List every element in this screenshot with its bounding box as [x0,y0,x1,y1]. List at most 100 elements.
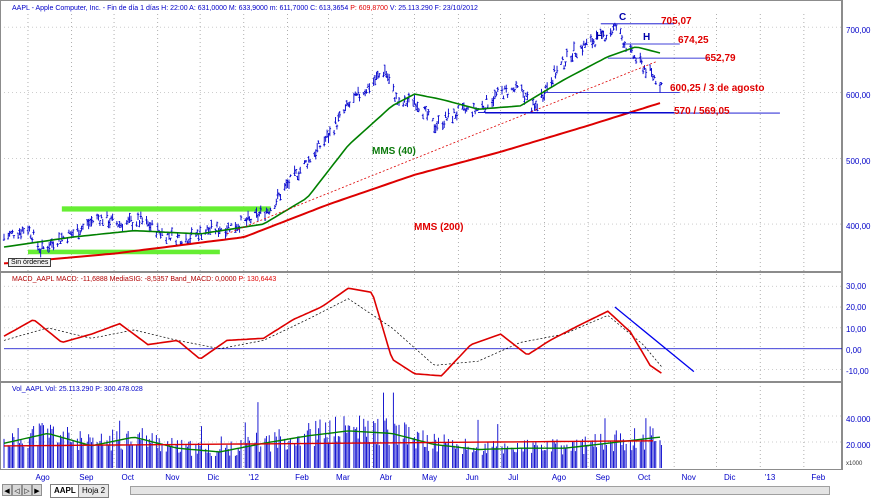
x-tick-label: Ago [551,473,567,482]
price-bar [208,226,212,235]
price-bar [325,129,329,138]
price-bar [304,160,308,163]
tab-aapl[interactable]: AAPL [50,484,80,498]
price-bar [452,108,456,114]
price-bar [289,174,292,178]
tab-hoja2[interactable]: Hoja 2 [78,484,110,498]
price-bar [354,91,357,96]
price-bar [490,97,494,108]
price-bar [159,231,162,239]
price-bar [317,140,320,144]
x-tick-label: Ago [35,473,50,482]
price-bar [128,212,131,223]
price-bar [451,115,454,124]
price-bar [465,107,468,112]
price-bar [534,100,538,111]
price-bar [217,228,220,237]
price-bar [444,111,447,118]
price-bar [581,45,584,56]
price-bar [110,215,113,220]
tab-scroll-left-end-button[interactable]: ◁ [12,484,22,496]
price-bar [256,213,260,222]
price-bar [653,75,656,79]
price-bar [197,234,200,242]
level-600-label: 600,25 / 3 de agosto [670,83,765,94]
mms40-label: MMS (40) [372,146,416,157]
no-orders-label[interactable]: Sin órdenes [8,258,52,267]
price-bar [118,221,121,229]
x-tick-label: Oct [121,473,134,482]
price-bar [117,224,120,228]
price-bar [334,117,337,125]
price-header-p: P: 609,8700 [350,5,388,12]
volume-header-values: Vol_AAPL Vol: 25.113.290 P: 300.478.028 [12,386,143,393]
price-bar [454,114,457,119]
tab-scroll-left-button[interactable]: ◀ [2,484,12,496]
price-bar [12,235,16,239]
price-y-axis[interactable] [842,0,886,272]
price-bar [641,68,645,75]
price-bar [344,104,347,112]
price-bar [277,192,281,197]
price-bar [544,84,547,89]
price-bar [294,169,298,174]
price-tick-600: 600,00 [846,91,871,100]
price-bar [524,92,528,97]
price-bar [472,102,475,108]
price-bar [383,64,387,75]
price-bar [392,83,395,92]
price-bar [52,241,55,251]
price-bar [550,77,553,87]
price-bar [500,85,504,95]
pattern-c-label: C [619,12,627,23]
price-bar [337,113,340,122]
price-bar [249,218,253,224]
price-bar [100,214,103,219]
vol-tick-20000: 20.000 [846,441,871,450]
macd-y-axis[interactable] [842,272,886,382]
price-bar [582,40,586,46]
price-bar [421,113,425,120]
horizontal-scrollbar[interactable] [130,486,830,495]
x-tick-label: Sep [79,473,94,482]
price-bar [90,216,93,227]
price-bar [28,225,31,232]
price-bar [293,165,296,177]
tab-scroll-right-end-button[interactable]: ▶ [32,484,42,496]
macd-header-p: P: 130,6443 [238,276,277,283]
price-bar [595,30,598,40]
price-bar [284,179,288,189]
price-bar [526,91,529,101]
price-bar [286,179,289,189]
price-bar [513,88,516,93]
price-bar [155,232,158,238]
price-bar [135,221,138,227]
price-bar [609,28,612,37]
tab-scroll-right-button[interactable]: ▷ [22,484,32,496]
price-bar [514,80,518,89]
price-bar [126,216,130,224]
price-bar [413,94,416,105]
price-bar [239,215,243,221]
price-bar [111,213,114,221]
price-bar [268,210,271,215]
x-tick-label: Mar [335,473,350,482]
price-bar [108,218,112,229]
x-tick-label: Dic [207,473,220,482]
price-bar [579,44,583,49]
price-pane [0,0,842,272]
price-bar [332,129,336,136]
price-bar [76,224,79,232]
price-bar [574,52,577,57]
price-bar [342,109,346,114]
price-bar [553,65,556,73]
price-bar [210,219,213,229]
price-bar [516,85,519,88]
price-bar [651,74,655,81]
price-bar [356,86,360,96]
level-570-label: 570 / 569,05 [674,106,730,117]
volume-y-axis[interactable] [842,382,886,470]
price-bar [605,34,608,40]
price-bar [464,108,467,114]
